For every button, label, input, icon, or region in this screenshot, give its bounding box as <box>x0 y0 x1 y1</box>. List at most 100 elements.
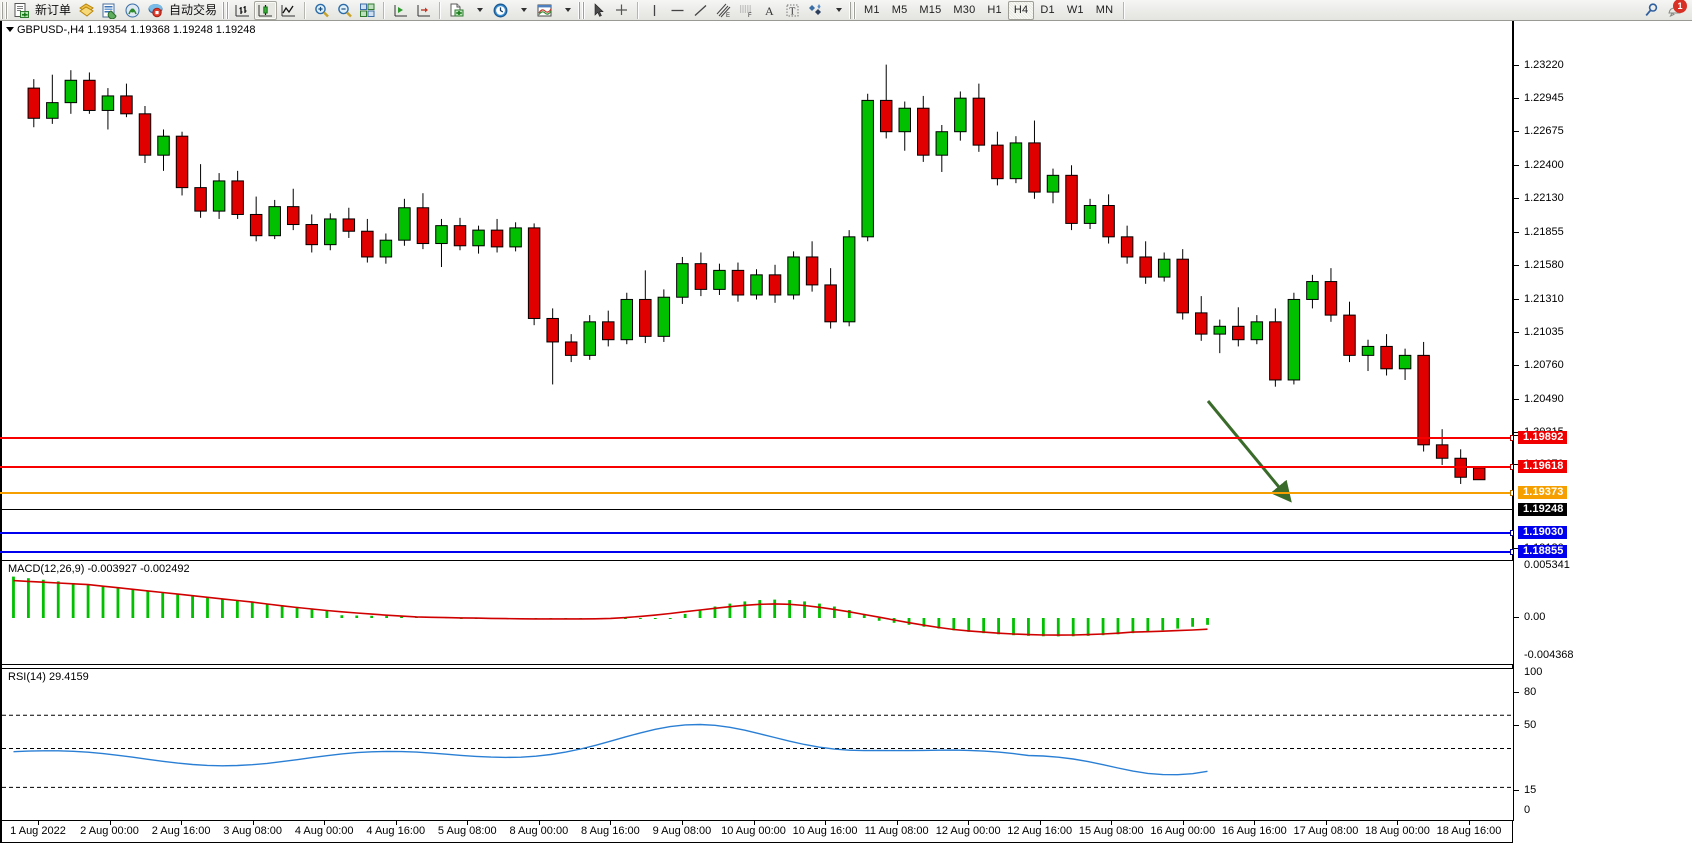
tf-M30[interactable]: M30 <box>953 4 976 16</box>
objects-dropdown-caret[interactable] <box>827 1 848 20</box>
trendline-icon[interactable] <box>689 1 712 20</box>
candlestick-chart-icon[interactable] <box>254 0 278 20</box>
price-badge-resistance-lower[interactable]: 1.19618 <box>1518 460 1568 473</box>
navigator-icon[interactable] <box>121 1 144 20</box>
new-order-label[interactable]: 新订单 <box>35 2 72 17</box>
rsi-axis-0: 0 <box>1524 804 1531 816</box>
macd-panel[interactable]: MACD(12,26,9) -0.003927 -0.002492 <box>0 560 1513 665</box>
equidistant-channel-icon[interactable]: E <box>712 1 735 20</box>
vertical-line-icon[interactable] <box>643 1 666 20</box>
price-tick-label: 1.20760 <box>1524 359 1564 371</box>
candle <box>1157 258 1171 278</box>
toolbar-grip-3[interactable] <box>578 1 586 19</box>
candle <box>212 180 226 212</box>
candle <box>787 256 800 296</box>
macd-histogram-bar <box>280 605 284 618</box>
templates2-icon[interactable] <box>533 1 556 20</box>
price-line-pivot[interactable] <box>0 490 1516 496</box>
text-icon[interactable]: T <box>781 1 804 20</box>
tf-W1[interactable]: W1 <box>1066 4 1084 16</box>
macd-histogram-bar <box>41 579 45 618</box>
price-scale[interactable]: 1.23220 1.22945 1.22675 1.22400 1.22130 1.218… <box>1513 21 1692 821</box>
candle <box>805 256 819 286</box>
macd-histogram-bar <box>221 598 224 618</box>
templates2-dropdown-caret[interactable] <box>556 1 577 20</box>
period-icon[interactable] <box>489 1 512 20</box>
alerts-icon[interactable]: 1 <box>1663 0 1687 20</box>
svg-text:E: E <box>726 13 730 19</box>
macd-histogram-bar <box>1161 618 1165 631</box>
crosshair-icon[interactable] <box>610 1 633 20</box>
time-tick <box>38 821 39 825</box>
templates-icon[interactable] <box>75 1 98 20</box>
time-tick <box>1111 821 1113 825</box>
cursor-icon[interactable] <box>587 1 610 20</box>
candle <box>453 225 467 247</box>
price-tick <box>1514 548 1519 549</box>
price-line-support-lower[interactable] <box>0 549 1516 555</box>
tf-H4[interactable]: H4 <box>1007 0 1035 20</box>
chart-area[interactable]: GBPUSD-,H4 1.19354 1.19368 1.19248 1.192… <box>0 21 1692 843</box>
time-tick-label: 16 Aug 16:00 <box>1221 825 1287 837</box>
data-window-icon[interactable] <box>98 1 121 20</box>
time-scale[interactable]: 1 Aug 2022 2 Aug 00:00 2 Aug 16:00 3 Aug 08… <box>0 821 1513 843</box>
toolbar-grip-1[interactable] <box>1 1 8 19</box>
time-tick <box>753 821 755 825</box>
rsi-panel[interactable]: RSI(14) 29.4159 <box>0 668 1513 821</box>
time-tick <box>538 821 540 825</box>
shift-end-icon[interactable] <box>389 1 412 20</box>
tf-M5[interactable]: M5 <box>891 4 908 16</box>
down-arrow-annotation[interactable] <box>1200 393 1320 523</box>
price-badge-resistance-upper[interactable]: 1.19892 <box>1518 431 1568 444</box>
rsi-axis-tick-15 <box>1514 790 1519 791</box>
line-chart-icon[interactable] <box>277 1 300 20</box>
new-order-icon[interactable] <box>10 1 33 20</box>
tf-D1[interactable]: D1 <box>1040 4 1055 16</box>
text-label-icon[interactable]: A <box>758 1 781 20</box>
indicators-dropdown-caret[interactable] <box>468 1 489 20</box>
price-tick <box>1514 399 1519 400</box>
price-line-support-upper[interactable] <box>0 530 1516 536</box>
search-icon[interactable] <box>1640 1 1663 20</box>
indicators-icon[interactable] <box>445 1 468 20</box>
auto-trading-label[interactable]: 自动交易 <box>169 2 218 17</box>
time-tick-label: 4 Aug 16:00 <box>366 825 426 837</box>
tf-H1[interactable]: H1 <box>987 4 1002 16</box>
price-tick <box>1514 232 1519 233</box>
charts-tile-icon[interactable] <box>356 1 379 20</box>
price-badge-pivot[interactable]: 1.19373 <box>1518 486 1568 499</box>
time-tick <box>324 821 326 825</box>
toolbar-grip-4[interactable] <box>849 1 857 19</box>
toolbar-grip-2[interactable] <box>222 1 230 19</box>
autoscroll-icon[interactable] <box>412 1 435 20</box>
fibonacci-icon[interactable]: F <box>735 1 758 20</box>
time-tick <box>968 821 970 825</box>
price-tick-label: 1.21310 <box>1524 293 1564 305</box>
period-dropdown-caret[interactable] <box>512 1 533 20</box>
bar-chart-icon[interactable] <box>231 1 254 20</box>
tf-M15[interactable]: M15 <box>919 4 942 16</box>
candle <box>249 213 263 237</box>
price-badge-support-upper[interactable]: 1.19030 <box>1518 526 1568 539</box>
macd-histogram-bar <box>161 592 165 618</box>
price-line-resistance-lower[interactable] <box>0 464 1516 470</box>
chart-menu-caret-icon[interactable] <box>6 27 14 32</box>
time-tick-label: 10 Aug 16:00 <box>792 825 858 837</box>
price-badge-support-lower[interactable]: 1.18855 <box>1518 545 1568 558</box>
tf-MN[interactable]: MN <box>1095 4 1114 16</box>
zoom-in-icon[interactable] <box>310 1 333 20</box>
price-tick <box>1514 464 1519 465</box>
time-tick <box>1182 821 1184 825</box>
svg-text:A: A <box>765 4 774 18</box>
objects-icon[interactable] <box>804 1 827 20</box>
price-tick <box>1514 98 1519 99</box>
horizontal-line-icon[interactable] <box>666 1 689 20</box>
auto-trading-icon[interactable] <box>144 1 167 20</box>
time-tick-label: 12 Aug 00:00 <box>935 825 1001 837</box>
macd-histogram-bar <box>832 606 836 618</box>
price-tick <box>1514 165 1519 166</box>
zoom-out-icon[interactable] <box>333 1 356 20</box>
price-line-resistance-upper[interactable] <box>0 435 1516 441</box>
macd-histogram-bar <box>818 603 821 618</box>
tf-M1[interactable]: M1 <box>864 4 880 16</box>
